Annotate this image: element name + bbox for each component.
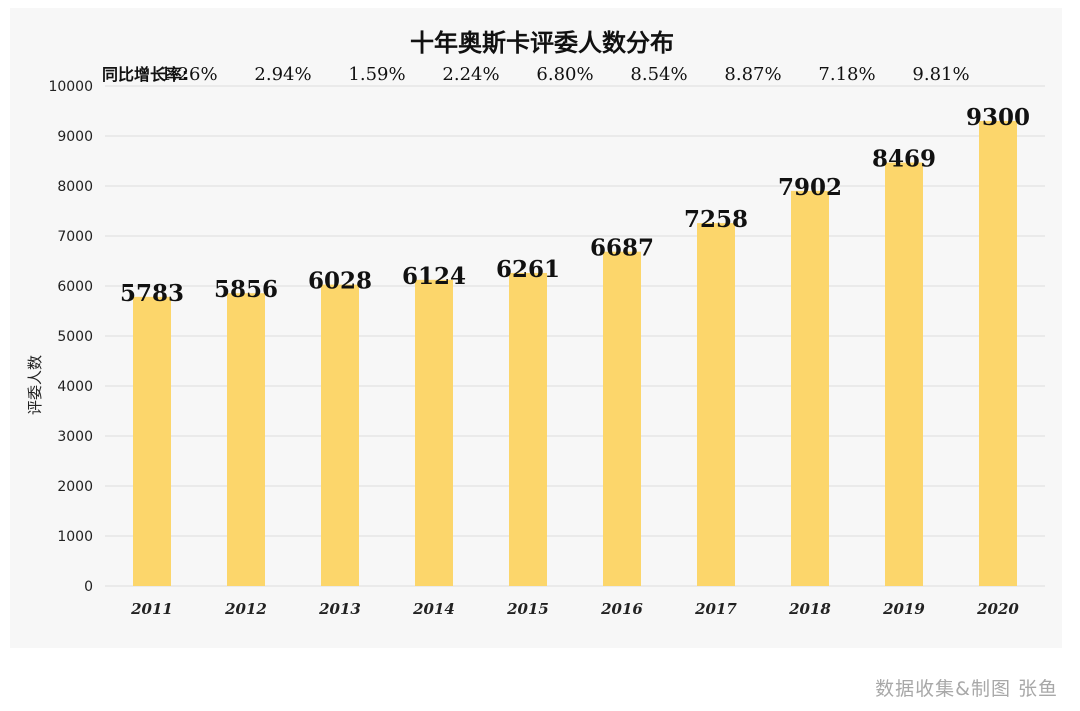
- bars: [133, 121, 1017, 587]
- y-tick-label: 0: [84, 579, 93, 595]
- x-tick-label: 2013: [318, 600, 361, 618]
- growth-rate-2017: 8.54%: [630, 64, 687, 85]
- bar-2011: [133, 296, 171, 586]
- y-tick-label: 7000: [57, 229, 93, 245]
- bar-value-label: 7258: [684, 206, 748, 233]
- y-tick-label: 10000: [48, 79, 93, 95]
- growth-rate-2016: 6.80%: [536, 64, 593, 85]
- growth-rate-2020: 9.81%: [912, 64, 969, 85]
- y-axis-ticks: 0 1000 2000 3000 4000 5000 6000 7000 8000 9000 100…: [48, 79, 93, 595]
- growth-rates: 1.26% 2.94% 1.59% 2.24% 6.80% 8.54% 8.87% 7.18%…: [160, 64, 969, 85]
- bar-2019: [885, 162, 923, 587]
- x-tick-label: 2015: [506, 600, 549, 618]
- bar-value-label: 5783: [120, 280, 184, 307]
- y-tick-label: 1000: [57, 529, 93, 545]
- x-tick-label: 2014: [412, 600, 455, 618]
- y-tick-label: 3000: [57, 429, 93, 445]
- bar-2016: [603, 251, 641, 586]
- y-tick-label: 2000: [57, 479, 93, 495]
- y-tick-label: 8000: [57, 179, 93, 195]
- growth-rate-2013: 2.94%: [254, 64, 311, 85]
- credit-text: 数据收集&制图 张鱼: [875, 678, 1058, 700]
- x-tick-label: 2016: [600, 600, 643, 618]
- bar-value-labels: 5783 5856 6028 6124 6261 6687 7258 7902 8469 9300: [120, 104, 1030, 307]
- bar-2017: [697, 223, 735, 586]
- bar-value-label: 6261: [496, 256, 560, 283]
- x-tick-label: 2017: [694, 600, 737, 618]
- growth-rate-2018: 8.87%: [724, 64, 781, 85]
- x-tick-label: 2011: [130, 600, 173, 618]
- y-tick-label: 5000: [57, 329, 93, 345]
- y-tick-label: 9000: [57, 129, 93, 145]
- bar-2018: [791, 190, 829, 586]
- bar-value-label: 8469: [872, 146, 936, 173]
- growth-rate-label: 同比增长率:: [102, 65, 188, 84]
- y-tick-label: 4000: [57, 379, 93, 395]
- growth-rate-2019: 7.18%: [818, 64, 875, 85]
- bar-value-label: 6124: [402, 263, 466, 290]
- growth-rate-2015: 2.24%: [442, 64, 499, 85]
- bar-2014: [415, 279, 453, 586]
- bar-2020: [979, 121, 1017, 586]
- bar-value-label: 7902: [778, 174, 842, 201]
- x-tick-label: 2012: [224, 600, 267, 618]
- bar-chart: 十年奥斯卡评委人数分布 同比增长率: 评委人数 0 1000 2000 3000 400…: [26, 29, 1045, 618]
- y-axis-label: 评委人数: [26, 355, 44, 415]
- x-axis-ticks: 2011 2012 2013 2014 2015 2016 2017 2018 2019 2020: [130, 600, 1019, 618]
- growth-rate-2012: 1.26%: [160, 64, 217, 85]
- bar-2012: [227, 293, 265, 586]
- chart-panel: 十年奥斯卡评委人数分布 同比增长率: 评委人数 0 1000 2000 3000 400…: [10, 8, 1062, 648]
- bar-value-label: 9300: [966, 104, 1030, 131]
- x-tick-label: 2019: [882, 600, 925, 618]
- chart-title: 十年奥斯卡评委人数分布: [410, 29, 674, 57]
- bar-value-label: 6687: [590, 235, 654, 262]
- bar-2015: [509, 272, 547, 586]
- y-tick-label: 6000: [57, 279, 93, 295]
- bar-value-label: 6028: [308, 268, 372, 295]
- growth-rate-2014: 1.59%: [348, 64, 405, 85]
- x-tick-label: 2020: [976, 600, 1019, 618]
- x-tick-label: 2018: [788, 600, 831, 618]
- bar-2013: [321, 284, 359, 586]
- bar-value-label: 5856: [214, 276, 278, 303]
